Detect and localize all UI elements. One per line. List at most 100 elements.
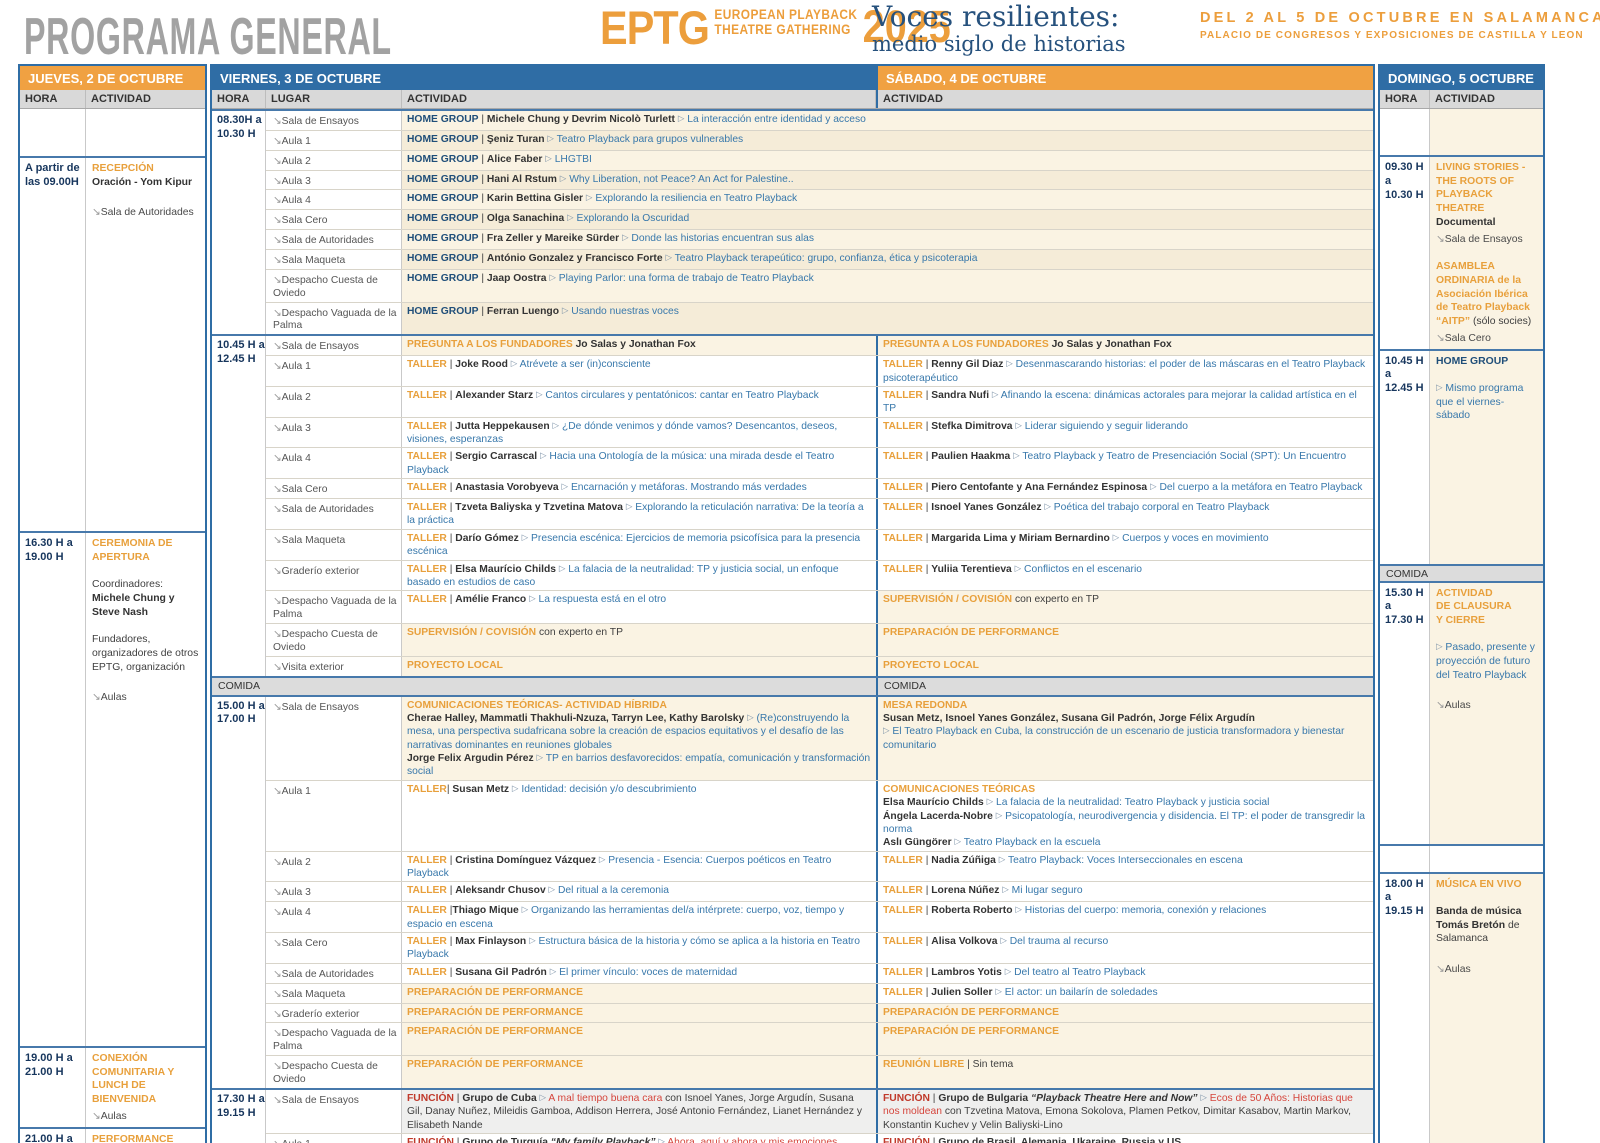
text-span: FUNCIÓN xyxy=(883,1136,930,1143)
room-cell: ↘ Despacho Vaguada de la Palma xyxy=(266,591,402,623)
detail-triangle-icon: ▷ xyxy=(1015,419,1022,430)
text-span: | xyxy=(478,193,487,205)
text-span: HOME GROUP xyxy=(407,133,479,145)
text-span: TALLER xyxy=(407,532,447,544)
location-arrow-icon: ↘ xyxy=(1436,700,1445,712)
text-span: | xyxy=(453,1136,463,1143)
room-cell: ↘ Aula 4 xyxy=(266,448,402,479)
text-span: Teatro Playback terapeútico: grupo, conf… xyxy=(671,253,978,265)
location-arrow-icon: ↘ xyxy=(273,135,282,147)
schedule-row: ↘ Aula 4 TALLER |Thiago Mique ▷ Organizan… xyxy=(266,901,1373,933)
detail-triangle-icon: ▷ xyxy=(677,113,685,123)
room-cell: ↘ Sala de Autoridades xyxy=(266,963,402,983)
text-span: Cristina Domínguez Vázquez xyxy=(455,854,599,866)
text-span: El Teatro Playback en Cuba, la construcc… xyxy=(883,726,1345,751)
text-span: TALLER xyxy=(883,420,923,432)
activity-cell-friday: PROYECTO LOCAL xyxy=(402,656,876,676)
thursday-body: A partir de las 09.00H RECEPCIÓN Oración - … xyxy=(20,109,205,1143)
text-span: Lorena Núñez xyxy=(931,885,1003,897)
time-block: 10.45 H a 12.45 H HOME GROUP ▷ Mismo progra… xyxy=(1380,348,1543,564)
detail-triangle-icon: ▷ xyxy=(665,252,672,263)
room-cell: ↘ Visita exterior xyxy=(266,656,402,676)
text-span: MÚSICA EN VIVO xyxy=(1436,878,1522,890)
room-cell: ↘ Sala de Ensayos xyxy=(266,1089,402,1133)
text-span: Alice Faber xyxy=(486,153,546,165)
text-span: con experto en TP xyxy=(1012,594,1099,606)
text-span: CEREMONIA DE APERTURA xyxy=(92,538,173,563)
text-span: | xyxy=(446,359,456,371)
text-span: Sala de Ensayos xyxy=(1444,233,1523,245)
text-span: Sergio Carrascal xyxy=(455,451,540,463)
activity-cell: RECEPCIÓN Oración - Yom Kipur ↘ Sala de Au… xyxy=(86,158,205,531)
location-arrow-icon: ↘ xyxy=(92,692,101,704)
text-span: La respuesta está en el otro xyxy=(535,594,667,606)
detail-triangle-icon: ▷ xyxy=(1150,481,1157,492)
text-span: LHGTBI xyxy=(551,153,592,165)
text-span: TALLER xyxy=(407,389,447,401)
text-span: LIVING STORIES - THE ROOTS OF PLAYBACK T… xyxy=(1436,162,1526,215)
detail-triangle-icon: ▷ xyxy=(1436,382,1443,393)
text-span: Presencia escénica: Ejercicios de memori… xyxy=(407,532,861,558)
detail-triangle-icon: ▷ xyxy=(585,192,593,203)
detail-triangle-icon: ▷ xyxy=(954,836,962,847)
time-block: 15.30 H a 17.30 H ACTIVIDAD DE CLAUSURA Y CI… xyxy=(1380,580,1543,844)
activity-cell-saturday: TALLER | Lambros Yotis ▷ Del teatro al T… xyxy=(876,963,1373,983)
text-span: con Tzvetina Matova, Emona Sokolova, Pla… xyxy=(883,1106,1351,1131)
text-span: Explorando la Oscuridad xyxy=(573,213,690,225)
time-cell xyxy=(1380,845,1430,872)
detail-triangle-icon: ▷ xyxy=(1002,884,1009,895)
time-block xyxy=(1380,843,1543,872)
activity-cell-saturday: TALLER | Nadia Zúñiga ▷ Teatro Playback:… xyxy=(876,851,1373,882)
detail-triangle-icon: ▷ xyxy=(529,935,536,946)
text-span: Mismo programa que el viernes-sábado xyxy=(1436,383,1524,422)
activity-cell-friday: TALLER | Alexander Starz ▷ Cantos circul… xyxy=(402,386,876,417)
text-span: Poética del trabajo corporal en Teatro P… xyxy=(1050,502,1270,514)
text-span: HOME GROUP xyxy=(407,272,479,284)
sunday-column-headers: HORA ACTIVIDAD xyxy=(1380,90,1543,109)
col-header-actividad: ACTIVIDAD xyxy=(91,93,151,105)
page-title: PROGRAMA GENERAL xyxy=(24,7,392,66)
location-arrow-icon: ↘ xyxy=(92,1110,101,1122)
text-span: Y CIERRE xyxy=(1436,615,1485,627)
text-span: TALLER xyxy=(883,451,923,463)
activity-cell-saturday: COMUNICACIONES TEÓRICAS Elsa Maurício Chi… xyxy=(876,780,1373,851)
text-span: La falacia de la neutralidad: TP y justi… xyxy=(407,563,839,588)
activity-cell: CEREMONIA DE APERTURA Coordinadores: Mich… xyxy=(86,533,205,1046)
text-span: | xyxy=(478,253,487,265)
room-cell: ↘ Sala Maqueta xyxy=(266,529,402,560)
text-span: Grupo de Turquía xyxy=(462,1136,551,1143)
detail-triangle-icon: ▷ xyxy=(998,853,1006,864)
text-span: TALLER xyxy=(883,966,923,978)
time-block: 21.00 H a22.00 HPERFORMANCE↘ Aulas xyxy=(20,1126,205,1143)
activity-cell-saturday: TALLER | Lorena Núñez ▷ Mi lugar seguro xyxy=(876,882,1373,902)
location-arrow-icon: ↘ xyxy=(273,484,282,496)
activity-cell-friday: SUPERVISIÓN / COVISIÓN con experto en TP xyxy=(402,624,876,656)
text-span: TALLER xyxy=(407,854,447,866)
text-span: | xyxy=(478,272,487,284)
text-span: | xyxy=(446,905,453,917)
location-arrow-icon: ↘ xyxy=(273,1061,282,1073)
text-span: MESA REDONDA xyxy=(883,699,968,711)
text-span: TALLER xyxy=(407,966,447,978)
schedule-row: ↘ Aula 3 HOME GROUP | Hani Al Rstum ▷ Why… xyxy=(266,169,1373,190)
text-span: Susana Gil Padrón xyxy=(455,966,550,978)
text-span: A mal tiempo buena cara xyxy=(546,1092,666,1104)
text-span: PREPARACIÓN DE PERFORMANCE xyxy=(407,1026,584,1038)
time-block: 19.00 H a 21.00 H CONEXIÓN COMUNITARIA Y L… xyxy=(20,1046,205,1127)
detail-triangle-icon: ▷ xyxy=(558,562,566,573)
text-span: Darío Gómez xyxy=(455,532,522,544)
time-block xyxy=(20,109,205,156)
room-cell: ↘ Sala Maqueta xyxy=(266,250,402,269)
activity-cell-friday: TALLER | Elsa Maurício Childs ▷ La falac… xyxy=(402,560,876,591)
text-span: Liderar siguiendo y seguir liderando xyxy=(1021,420,1188,432)
text-span: | xyxy=(478,114,487,125)
col-header-hora: HORA xyxy=(1380,90,1430,108)
text-span: Margarida Lima y Miriam Bernardino xyxy=(931,532,1113,544)
time-cell: 15.00 H a 17.00 H xyxy=(212,696,266,1088)
time-block xyxy=(1380,109,1543,155)
text-span: | Sin tema xyxy=(964,1059,1014,1071)
activity-cell-friday: TALLER | Joke Rood ▷ Atrévete a ser (in)… xyxy=(402,356,876,386)
text-span: Sala de Autoridades xyxy=(100,207,194,219)
text-span: | xyxy=(478,133,487,145)
text-span: Explorando la reticulación narrativa: De… xyxy=(407,502,864,527)
